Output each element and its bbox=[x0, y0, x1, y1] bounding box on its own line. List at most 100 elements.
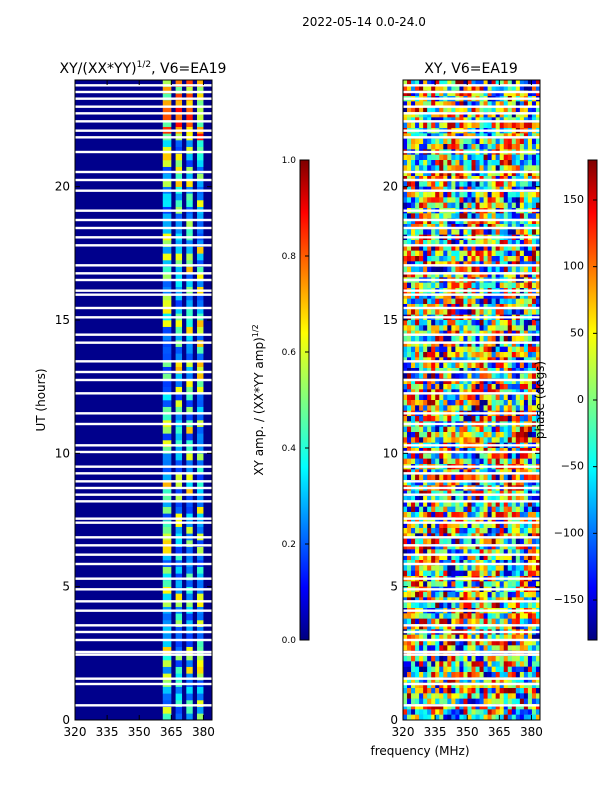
right-heatmap-cell bbox=[435, 133, 440, 139]
right-heatmap-cell bbox=[499, 613, 504, 619]
right-heatmap-cell bbox=[403, 640, 408, 646]
right-heatmap-cell bbox=[511, 85, 517, 91]
right-heatmap-cell bbox=[427, 261, 432, 267]
right-heatmap-cell bbox=[483, 378, 488, 385]
right-heatmap-cell bbox=[463, 533, 468, 539]
right-heatmap-cell bbox=[411, 714, 416, 721]
right-heatmap-cell bbox=[415, 202, 420, 209]
right-heatmap-cell bbox=[523, 256, 529, 262]
right-heatmap-cell bbox=[483, 154, 488, 161]
right-heatmap-cell bbox=[403, 474, 408, 481]
left-band-cell bbox=[186, 646, 193, 654]
right-heatmap-cell bbox=[511, 256, 517, 262]
right-heatmap-cell bbox=[447, 544, 452, 550]
right-heatmap-cell bbox=[499, 176, 504, 182]
right-heatmap-cell bbox=[451, 602, 456, 609]
right-heatmap-cell bbox=[455, 613, 460, 619]
right-heatmap-cell bbox=[411, 165, 416, 171]
right-heatmap-cell bbox=[455, 336, 460, 342]
right-heatmap-cell bbox=[423, 341, 428, 347]
right-heatmap-cell bbox=[487, 170, 492, 177]
right-heatmap-cell bbox=[403, 106, 408, 113]
right-heatmap-cell bbox=[507, 181, 512, 187]
right-heatmap-cell bbox=[507, 453, 512, 459]
right-heatmap-cell bbox=[415, 85, 420, 91]
right-heatmap-cell bbox=[435, 266, 440, 273]
right-heatmap-cell bbox=[515, 560, 521, 566]
right-heatmap-cell bbox=[515, 378, 521, 385]
right-heatmap-cell bbox=[503, 522, 508, 529]
right-heatmap-cell bbox=[531, 202, 537, 209]
right-heatmap-cell bbox=[439, 512, 444, 518]
right-heatmap-cell bbox=[479, 213, 484, 219]
left-band-cell bbox=[197, 460, 204, 467]
right-heatmap-cell bbox=[535, 170, 541, 177]
right-heatmap-cell bbox=[531, 677, 537, 683]
right-heatmap-cell bbox=[507, 90, 512, 97]
right-heatmap-cell bbox=[459, 533, 464, 539]
right-heatmap-cell bbox=[415, 656, 420, 662]
right-heatmap-cell bbox=[459, 256, 464, 262]
right-heatmap-cell bbox=[411, 282, 416, 289]
right-heatmap-cell bbox=[451, 282, 456, 289]
right-heatmap-cell bbox=[407, 709, 412, 715]
right-heatmap-cell bbox=[523, 517, 529, 523]
right-heatmap-cell bbox=[471, 250, 476, 257]
right-heatmap-cell bbox=[451, 656, 456, 662]
right-heatmap-cell bbox=[487, 533, 492, 539]
right-heatmap-cell bbox=[435, 213, 440, 219]
right-heatmap-cell bbox=[503, 677, 508, 683]
right-heatmap-cell bbox=[531, 549, 537, 555]
right-heatmap-cell bbox=[451, 224, 456, 230]
right-heatmap-cell bbox=[487, 474, 492, 481]
right-heatmap-cell bbox=[423, 176, 428, 182]
right-heatmap-cell bbox=[511, 672, 517, 678]
right-heatmap-cell bbox=[527, 517, 533, 523]
right-heatmap-cell bbox=[439, 170, 444, 177]
right-heatmap-cell bbox=[455, 698, 460, 705]
right-heatmap-cell bbox=[471, 517, 476, 523]
right-heatmap-cell bbox=[535, 389, 541, 395]
left-band-cell bbox=[175, 540, 183, 547]
right-heatmap-cell bbox=[415, 480, 420, 486]
right-heatmap-cell bbox=[495, 389, 500, 395]
right-heatmap-cell bbox=[427, 400, 432, 406]
right-heatmap-cell bbox=[527, 144, 533, 150]
right-heatmap-cell bbox=[459, 672, 464, 678]
right-heatmap-cell bbox=[511, 389, 517, 395]
right-heatmap-cell bbox=[431, 213, 436, 219]
right-heatmap-cell bbox=[423, 394, 428, 401]
right-heatmap-cell bbox=[443, 533, 448, 539]
right-heatmap-cell bbox=[535, 261, 541, 267]
right-heatmap-cell bbox=[463, 176, 468, 182]
left-band-cell bbox=[175, 626, 183, 634]
right-heatmap-cell bbox=[491, 394, 496, 401]
left-band-cell bbox=[197, 333, 204, 341]
amplitude-colorbar-gradient bbox=[299, 159, 310, 641]
right-heatmap-cell bbox=[463, 85, 468, 91]
right-flagged-row bbox=[403, 378, 540, 382]
right-heatmap-cell bbox=[479, 698, 484, 705]
right-heatmap-cell bbox=[415, 218, 420, 225]
left-band-cell bbox=[186, 400, 193, 407]
right-heatmap-cell bbox=[487, 677, 492, 683]
right-heatmap-cell bbox=[459, 560, 464, 566]
right-heatmap-cell bbox=[415, 90, 420, 97]
right-heatmap-cell bbox=[523, 192, 529, 198]
right-heatmap-cell bbox=[499, 245, 504, 251]
right-heatmap-cell bbox=[463, 330, 468, 337]
left-band-cell bbox=[162, 106, 172, 114]
right-heatmap-cell bbox=[439, 138, 444, 145]
left-band-cell bbox=[197, 440, 204, 447]
right-heatmap-cell bbox=[447, 704, 452, 710]
right-heatmap-cell bbox=[415, 282, 420, 289]
right-heatmap-cell bbox=[531, 698, 537, 705]
right-heatmap-cell bbox=[431, 181, 436, 187]
right-heatmap-cell bbox=[499, 549, 504, 555]
right-flagged-row bbox=[403, 209, 540, 212]
right-heatmap-cell bbox=[451, 138, 456, 145]
right-heatmap-cell bbox=[403, 224, 408, 230]
right-heatmap-cell bbox=[463, 224, 468, 230]
right-heatmap-cell bbox=[427, 666, 432, 673]
right-heatmap-cell bbox=[467, 282, 472, 289]
